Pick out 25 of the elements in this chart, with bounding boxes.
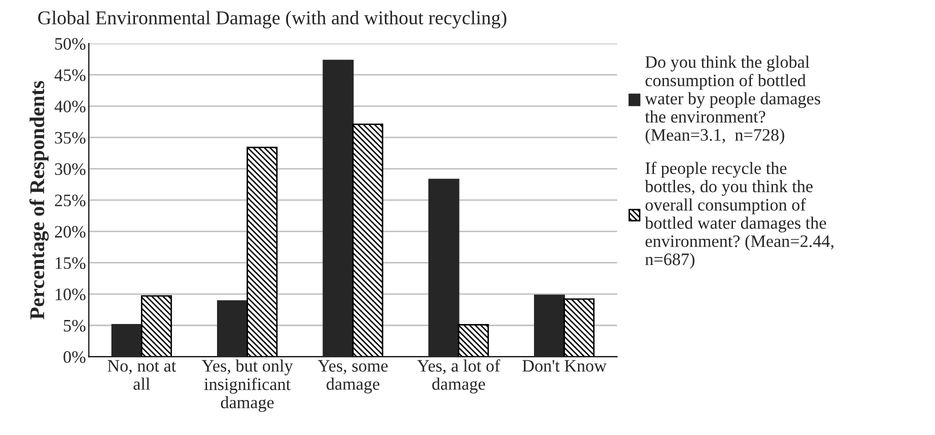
y-tick-label: 30%: [55, 163, 86, 176]
y-tick-label: 5%: [64, 320, 86, 332]
y-tick-label: 35%: [55, 132, 86, 144]
x-tick-label: Yes, some damage: [318, 360, 388, 394]
x-tick-label: Yes, but only insignificant damage: [202, 359, 293, 412]
y-tick-label: 25%: [54, 194, 86, 206]
x-tick-label: Don't Know: [522, 360, 607, 372]
x-tick-label: No, not at all: [108, 360, 176, 390]
bar: [534, 294, 565, 357]
bar: [428, 178, 460, 357]
bar: [217, 300, 248, 357]
y-tick-label: 0%: [64, 351, 86, 363]
y-tick-label: 20%: [54, 226, 86, 238]
y-tick-label: 50%: [55, 38, 86, 50]
bar: [111, 324, 142, 357]
x-tick-label: Yes, a lot of damage: [417, 359, 500, 394]
bar: [322, 60, 354, 357]
y-tick-label: 45%: [54, 69, 86, 82]
y-tick-label: 40%: [54, 100, 86, 112]
y-tick-label: 10%: [56, 288, 86, 300]
legend-label: Do you think the global consumption of bottled water by people damages the environment? (Mean=3.1, n=728): [644, 56, 820, 144]
y-axis-title: Percentage of Respondents: [29, 81, 49, 320]
chart-title: Global Environmental Damage (with and without recycling): [38, 10, 506, 28]
legend-label: If people recycle the bottles, do you think the overall consumption of bottled water damages the environment? (Mean=2.44, n=687): [644, 162, 834, 269]
y-tick-label: 15%: [56, 257, 86, 269]
